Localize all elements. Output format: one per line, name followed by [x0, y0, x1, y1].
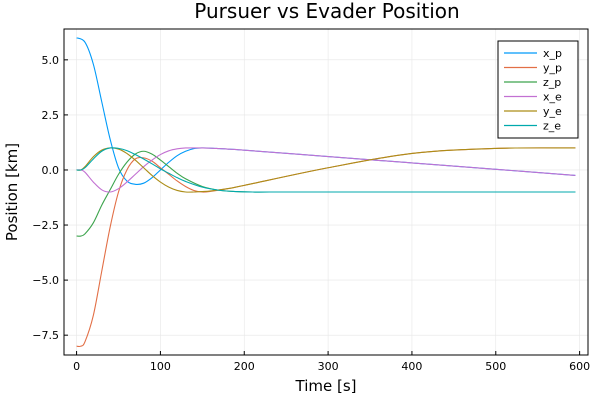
plot-frame [63, 28, 589, 356]
y-tick-label: 5.0 [42, 54, 60, 67]
legend-label-x_p: x_p [543, 47, 562, 60]
y-tick-label: −2.5 [32, 219, 59, 232]
x-tick-label: 300 [318, 360, 339, 373]
legend-label-z_p: z_p [543, 76, 561, 89]
series-line-z_e [76, 147, 576, 193]
series-lines [76, 37, 576, 348]
y-tick-label: 2.5 [42, 109, 60, 122]
x-tick-label: 100 [150, 360, 171, 373]
y-axis-title: Position [km] [3, 143, 21, 241]
series-line-x_e [76, 147, 576, 193]
x-tick-label: 0 [73, 360, 80, 373]
legend-label-y_p: y_p [543, 62, 562, 75]
y-tick-label: −5.0 [32, 274, 59, 287]
x-tick-label: 200 [234, 360, 255, 373]
legend-label-z_e: z_e [543, 120, 561, 133]
y-tick-label: −7.5 [32, 329, 59, 342]
legend-label-y_e: y_e [543, 105, 562, 118]
y-tick-label: 0.0 [42, 164, 60, 177]
chart-title: Pursuer vs Evader Position [194, 0, 459, 23]
x-axis-title: Time [s] [295, 377, 357, 395]
legend-box [497, 40, 579, 139]
legend: x_p y_pz_p x_ey_e z_e [497, 40, 579, 139]
series-line-y_e [76, 147, 576, 193]
x-tick-label: 400 [401, 360, 422, 373]
ticks: 0 100 200 300 400 500 600 5.0 2.5 0.0 −2.5 −5.0 −7.5 [32, 54, 590, 373]
x-tick-label: 500 [485, 360, 506, 373]
x-tick-label: 600 [569, 360, 590, 373]
legend-label-x_e: x_e [543, 91, 562, 104]
